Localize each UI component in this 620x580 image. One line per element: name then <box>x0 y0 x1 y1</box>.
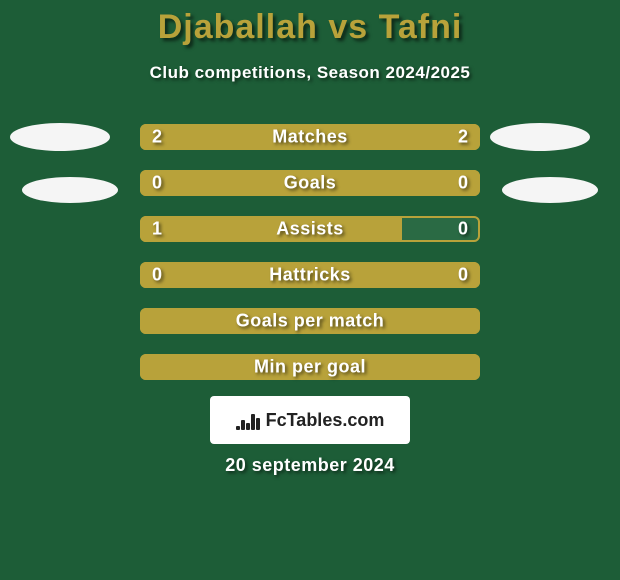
stat-value-right: 0 <box>458 173 468 194</box>
stat-label: Goals per match <box>140 311 480 332</box>
stat-label: Assists <box>140 219 480 240</box>
avatar-left <box>22 177 118 203</box>
stat-value-right: 0 <box>458 265 468 286</box>
logo-bars-icon <box>236 410 260 430</box>
page-title: Djaballah vs Tafni <box>0 8 620 47</box>
stat-label: Matches <box>140 127 480 148</box>
stat-value-left: 1 <box>152 219 162 240</box>
fctables-logo: FcTables.com <box>210 396 410 444</box>
stat-value-right: 2 <box>458 127 468 148</box>
stat-row: Assists1 0 <box>140 216 480 242</box>
stat-row: Min per goal <box>140 354 480 380</box>
avatar-right <box>490 123 590 151</box>
stat-value-left: 0 <box>152 265 162 286</box>
stat-label: Hattricks <box>140 265 480 286</box>
avatar-left <box>10 123 110 151</box>
stat-row: Goals0 0 <box>140 170 480 196</box>
stat-value-left: 0 <box>152 173 162 194</box>
stat-label: Goals <box>140 173 480 194</box>
subtitle: Club competitions, Season 2024/2025 <box>0 63 620 83</box>
logo-text: FcTables.com <box>266 410 385 431</box>
stat-value-left: 2 <box>152 127 162 148</box>
stat-row: Goals per match <box>140 308 480 334</box>
comparison-canvas: Djaballah vs Tafni Club competitions, Sea… <box>0 0 620 580</box>
date-text: 20 september 2024 <box>0 455 620 476</box>
stat-row: Matches2 2 <box>140 124 480 150</box>
stat-value-right: 0 <box>458 219 468 240</box>
stat-row: Hattricks0 0 <box>140 262 480 288</box>
avatar-right <box>502 177 598 203</box>
stat-label: Min per goal <box>140 357 480 378</box>
